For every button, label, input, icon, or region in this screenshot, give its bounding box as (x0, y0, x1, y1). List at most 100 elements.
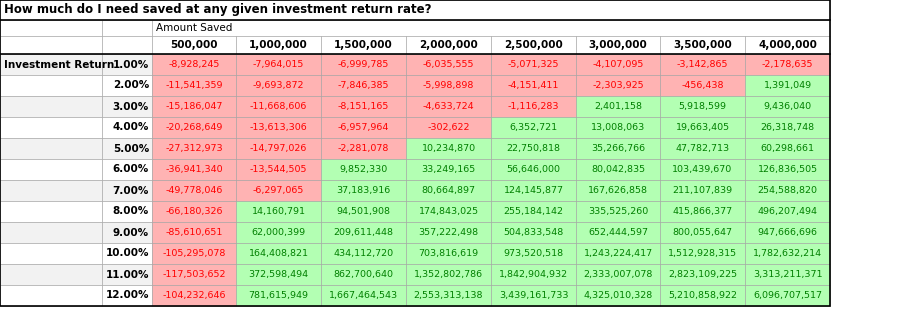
Text: 62,000,399: 62,000,399 (251, 228, 306, 237)
Bar (0, 159, 102, 180)
Text: 6,352,721: 6,352,721 (509, 123, 558, 132)
Bar (406, 96, 491, 117)
Text: -6,957,964: -6,957,964 (338, 123, 389, 132)
Bar (0, 180, 102, 201)
Bar (491, 222, 576, 243)
Text: 2,500,000: 2,500,000 (504, 40, 562, 50)
Bar (152, 20, 830, 36)
Bar (660, 285, 745, 306)
Bar (745, 96, 830, 117)
Text: 5,918,599: 5,918,599 (679, 102, 726, 111)
Text: 174,843,025: 174,843,025 (419, 207, 478, 216)
Text: 2,401,158: 2,401,158 (594, 102, 642, 111)
Text: 781,615,949: 781,615,949 (248, 291, 309, 300)
Bar (102, 36, 152, 54)
Bar (576, 243, 660, 264)
Bar (576, 159, 660, 180)
Bar (576, 54, 660, 75)
Text: -5,998,898: -5,998,898 (423, 81, 474, 90)
Bar (745, 54, 830, 75)
Bar (745, 117, 830, 138)
Bar (745, 75, 830, 96)
Bar (236, 285, 321, 306)
Text: 1,782,632,214: 1,782,632,214 (753, 249, 822, 258)
Text: 3,439,161,733: 3,439,161,733 (498, 291, 568, 300)
Text: 255,184,142: 255,184,142 (504, 207, 563, 216)
Bar (152, 96, 236, 117)
Bar (321, 285, 406, 306)
Bar (0, 222, 102, 243)
Bar (0, 75, 102, 96)
Bar (236, 159, 321, 180)
Bar (152, 201, 236, 222)
Bar (236, 201, 321, 222)
Bar (102, 285, 152, 306)
Text: 335,525,260: 335,525,260 (588, 207, 649, 216)
Bar (660, 75, 745, 96)
Bar (321, 159, 406, 180)
Bar (745, 264, 830, 285)
Text: -7,846,385: -7,846,385 (338, 81, 389, 90)
Bar (406, 54, 491, 75)
Text: -85,610,651: -85,610,651 (165, 228, 223, 237)
Bar (491, 75, 576, 96)
Bar (660, 138, 745, 159)
Text: 504,833,548: 504,833,548 (504, 228, 563, 237)
Text: 124,145,877: 124,145,877 (504, 186, 563, 195)
Bar (660, 117, 745, 138)
Bar (406, 75, 491, 96)
Text: 1,243,224,417: 1,243,224,417 (583, 249, 652, 258)
Bar (576, 180, 660, 201)
Text: 947,666,696: 947,666,696 (758, 228, 817, 237)
Text: 10.00%: 10.00% (105, 248, 149, 258)
Text: 35,266,766: 35,266,766 (591, 144, 645, 153)
Text: -9,693,872: -9,693,872 (253, 81, 304, 90)
Text: 12.00%: 12.00% (105, 290, 149, 300)
Bar (745, 201, 830, 222)
Text: -1,116,283: -1,116,283 (507, 102, 560, 111)
Bar (152, 180, 236, 201)
Bar (152, 264, 236, 285)
Bar (152, 117, 236, 138)
Bar (491, 180, 576, 201)
Bar (0, 117, 102, 138)
Bar (576, 201, 660, 222)
Bar (576, 96, 660, 117)
Bar (102, 96, 152, 117)
Text: -15,186,047: -15,186,047 (165, 102, 223, 111)
Text: 103,439,670: 103,439,670 (672, 165, 733, 174)
Bar (0, 96, 102, 117)
Text: -4,107,095: -4,107,095 (593, 60, 644, 69)
Text: -13,613,306: -13,613,306 (250, 123, 308, 132)
Bar (236, 180, 321, 201)
Text: -2,281,078: -2,281,078 (338, 144, 389, 153)
Text: 372,598,494: 372,598,494 (248, 270, 309, 279)
Text: 7.00%: 7.00% (113, 185, 149, 196)
Bar (406, 117, 491, 138)
Text: 4.00%: 4.00% (113, 123, 149, 132)
Text: 357,222,498: 357,222,498 (419, 228, 478, 237)
Bar (745, 36, 830, 54)
Text: How much do I need saved at any given investment return rate?: How much do I need saved at any given in… (4, 3, 431, 16)
Bar (0, 0, 830, 20)
Text: -27,312,973: -27,312,973 (165, 144, 223, 153)
Text: -66,180,326: -66,180,326 (165, 207, 223, 216)
Text: -5,071,325: -5,071,325 (507, 60, 560, 69)
Bar (745, 159, 830, 180)
Text: 1,352,802,786: 1,352,802,786 (414, 270, 483, 279)
Text: 167,626,858: 167,626,858 (588, 186, 648, 195)
Text: 973,520,518: 973,520,518 (504, 249, 563, 258)
Bar (152, 222, 236, 243)
Bar (152, 285, 236, 306)
Bar (152, 54, 236, 75)
Bar (660, 222, 745, 243)
Text: 26,318,748: 26,318,748 (760, 123, 814, 132)
Bar (152, 138, 236, 159)
Text: 800,055,647: 800,055,647 (672, 228, 733, 237)
Text: -302,622: -302,622 (427, 123, 470, 132)
Bar (102, 264, 152, 285)
Bar (576, 264, 660, 285)
Text: 8.00%: 8.00% (113, 207, 149, 216)
Text: -104,232,646: -104,232,646 (162, 291, 225, 300)
Bar (745, 180, 830, 201)
